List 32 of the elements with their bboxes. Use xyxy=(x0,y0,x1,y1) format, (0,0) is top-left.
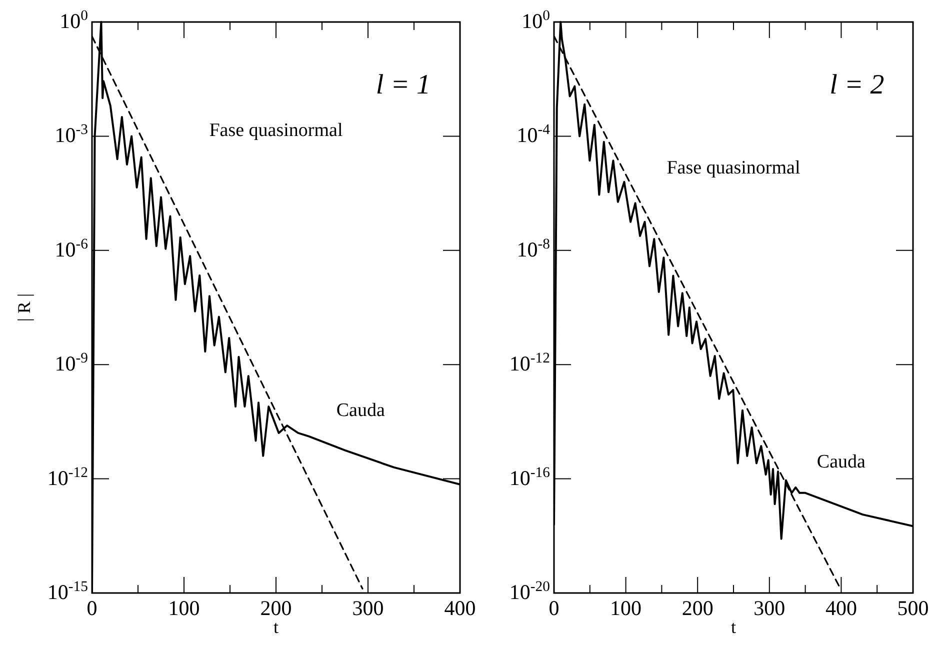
annotation: l = 1 xyxy=(376,69,431,100)
x-tick-label: 0 xyxy=(86,596,98,620)
annotation: Cauda xyxy=(816,451,866,472)
annotation: Fase quasinormal xyxy=(666,157,800,178)
y-tick-label: 10$^{-9}$ xyxy=(54,350,88,376)
x-axis-title: t xyxy=(273,617,279,637)
y-tick-label: 10$^{-4}$ xyxy=(516,122,551,148)
y-tick-label: 10$^{-16}$ xyxy=(509,464,550,490)
y-tick-label: 10$^{0}$ xyxy=(522,8,550,33)
annotation: Fase quasinormal xyxy=(209,120,343,142)
x-tick-label: 200 xyxy=(682,596,714,620)
y-tick-label: 10$^{-12}$ xyxy=(47,464,88,490)
y-tick-label: 10$^{-3}$ xyxy=(54,122,88,148)
x-tick-label: 500 xyxy=(897,596,929,620)
x-tick-label: 400 xyxy=(444,596,476,620)
y-tick-label: 10$^{0}$ xyxy=(60,8,88,33)
x-tick-label: 100 xyxy=(168,596,200,620)
y-tick-label: 10$^{-12}$ xyxy=(509,350,550,376)
x-axis-title: t xyxy=(730,617,736,637)
y-tick-label: 10$^{-20}$ xyxy=(509,579,550,604)
y-tick-label: 10$^{-8}$ xyxy=(516,236,550,262)
annotation: Cauda xyxy=(336,400,386,421)
x-tick-label: 200 xyxy=(260,596,292,620)
x-tick-label: 300 xyxy=(352,596,384,620)
y-axis-title: | R | xyxy=(14,293,34,322)
annotation: l = 2 xyxy=(830,69,884,100)
x-tick-label: 0 xyxy=(548,596,560,620)
x-tick-label: 300 xyxy=(754,596,786,620)
x-tick-label: 100 xyxy=(610,596,642,620)
y-tick-label: 10$^{-15}$ xyxy=(47,579,88,604)
y-tick-label: 10$^{-6}$ xyxy=(54,236,88,262)
x-tick-label: 400 xyxy=(825,596,857,620)
